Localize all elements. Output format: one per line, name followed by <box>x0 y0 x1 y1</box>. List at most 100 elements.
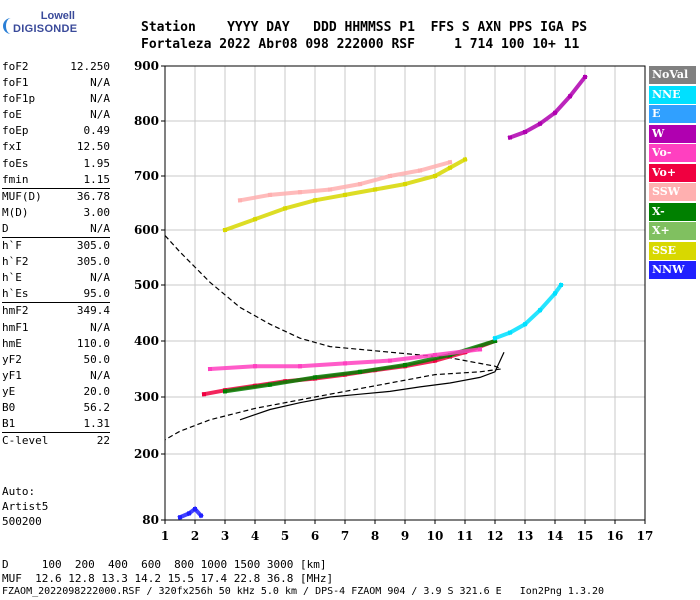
echo-trace-vo <box>432 347 483 358</box>
param-row: fxI 12.50 <box>2 139 110 155</box>
legend-item-w: W <box>649 124 696 143</box>
param-value: 349.4 <box>76 304 110 318</box>
echo-trace-ssw <box>297 187 333 195</box>
echo-trace-sse <box>432 165 453 179</box>
param-row: M(D) 3.00 <box>2 205 110 221</box>
param-value: 36.78 <box>76 189 110 203</box>
echo-trace-ssw <box>327 181 363 192</box>
param-value: N/A <box>90 76 110 90</box>
param-value: 305.0 <box>76 239 110 253</box>
echo-trace-sse <box>282 197 318 211</box>
echo-trace-ssw <box>417 159 453 173</box>
param-value: N/A <box>90 368 110 382</box>
param-row: hmE 110.0 <box>2 336 110 352</box>
x-tick-label: 7 <box>341 529 349 543</box>
echo-trace-nne <box>522 307 543 328</box>
x-tick-label: 4 <box>251 529 259 543</box>
param-key: fmin <box>2 172 29 186</box>
header-line-2: Fortaleza 2022 Abr08 098 222000 RSF 1 71… <box>141 37 580 52</box>
param-value: N/A <box>90 108 110 122</box>
echo-trace-vo <box>342 358 393 366</box>
param-row: foEs 1.95 <box>2 156 110 172</box>
y-tick-label: 80 <box>142 513 159 527</box>
param-key: h`E <box>2 271 22 285</box>
param-row: hmF1 N/A <box>2 320 110 336</box>
param-value: 50.0 <box>83 352 111 366</box>
x-tick-label: 10 <box>427 529 444 543</box>
param-row: MUF(D) 36.78 <box>2 187 110 205</box>
echo-trace-w <box>507 129 528 141</box>
x-tick-label: 6 <box>311 529 319 543</box>
x-tick-label: 14 <box>547 529 564 543</box>
logo-bottom-text: DIGISONDE <box>13 23 78 35</box>
polarization-legend: NoVal NNE E W Vo- Vo+ SSW X- X+ SSE NNW <box>649 66 696 281</box>
param-value: N/A <box>90 92 110 106</box>
x-tick-label: 13 <box>517 529 534 543</box>
param-value: 1.95 <box>83 156 111 170</box>
param-value: 12.50 <box>76 140 110 154</box>
echo-trace-nne <box>507 321 528 336</box>
x-tick-label: 2 <box>191 529 199 543</box>
x-tick-label: 9 <box>401 529 409 543</box>
echo-trace-x <box>267 375 318 387</box>
param-row: yF1 N/A <box>2 368 110 384</box>
param-row: D N/A <box>2 221 110 237</box>
echo-trace-w <box>537 109 558 127</box>
x-tick-label: 5 <box>281 529 289 543</box>
footer-muf-row: MUF 12.6 12.8 13.3 14.2 15.5 17.4 22.8 3… <box>2 572 334 585</box>
echo-trace-vo <box>207 364 258 372</box>
echo-trace-ssw <box>387 168 423 179</box>
echo-trace-x <box>222 382 273 394</box>
x-tick-label: 17 <box>637 529 654 543</box>
profile-curve-solid <box>239 351 505 421</box>
param-key: yF1 <box>2 368 22 382</box>
param-row: foF2 12.250 <box>2 59 110 75</box>
autoscaling-notes: Auto: Artist5 500200 <box>2 484 48 529</box>
param-key: foF1 <box>2 76 29 90</box>
param-value: 12.250 <box>70 60 110 73</box>
legend-item-noval: NoVal <box>649 66 696 84</box>
param-row: h`Es 95.0 <box>2 286 110 302</box>
footer-distance-row: D 100 200 400 600 800 1000 1500 3000 [km… <box>2 558 327 571</box>
legend-item-nne: NNE <box>649 85 696 104</box>
param-value: 0.49 <box>83 124 111 138</box>
param-value: 56.2 <box>83 400 111 414</box>
param-value: 20.0 <box>83 384 111 398</box>
echo-trace-ssw <box>267 190 303 198</box>
param-row: B1 1.31 <box>2 416 110 432</box>
legend-item-ssw: SSW <box>649 183 696 201</box>
x-tick-label: 12 <box>487 529 504 543</box>
param-value: 1.31 <box>83 417 111 431</box>
y-tick-label: 300 <box>134 390 159 404</box>
echo-trace-x <box>312 369 363 380</box>
echo-trace-sse <box>222 216 258 233</box>
echo-trace-x <box>357 362 408 375</box>
legend-item-sse: SSE <box>649 241 696 260</box>
param-value: N/A <box>90 221 110 235</box>
echo-trace-ssw <box>357 173 393 187</box>
param-key: foE <box>2 108 22 122</box>
legend-item-x: X+ <box>649 222 696 240</box>
param-key: C-level <box>2 434 49 448</box>
param-row: yF2 50.0 <box>2 352 110 368</box>
param-key: D <box>2 221 9 235</box>
param-value: 1.15 <box>83 172 111 186</box>
scaled-parameters-panel: foF2 12.250 foF1 N/A foF1p N/A foE N/A foEp 0.49 f… <box>2 59 110 449</box>
echo-point-nnw <box>199 513 203 518</box>
param-row: yE 20.0 <box>2 384 110 400</box>
y-tick-label: 500 <box>134 278 159 292</box>
echo-point-vo <box>478 347 482 352</box>
x-tick-label: 16 <box>607 529 624 543</box>
param-key: foF2 <box>2 60 29 73</box>
param-key: hmF1 <box>2 320 29 334</box>
param-row: h`F 305.0 <box>2 237 110 254</box>
echo-trace-vo <box>201 387 228 397</box>
echo-trace-sse <box>342 187 378 198</box>
legend-item-vo: Vo+ <box>649 163 696 182</box>
param-row: foEp 0.49 <box>2 123 110 139</box>
param-row: h`F2 305.0 <box>2 254 110 270</box>
echo-trace-vo <box>297 361 348 369</box>
param-row: foF1p N/A <box>2 91 110 107</box>
param-key: h`F2 <box>2 255 29 269</box>
